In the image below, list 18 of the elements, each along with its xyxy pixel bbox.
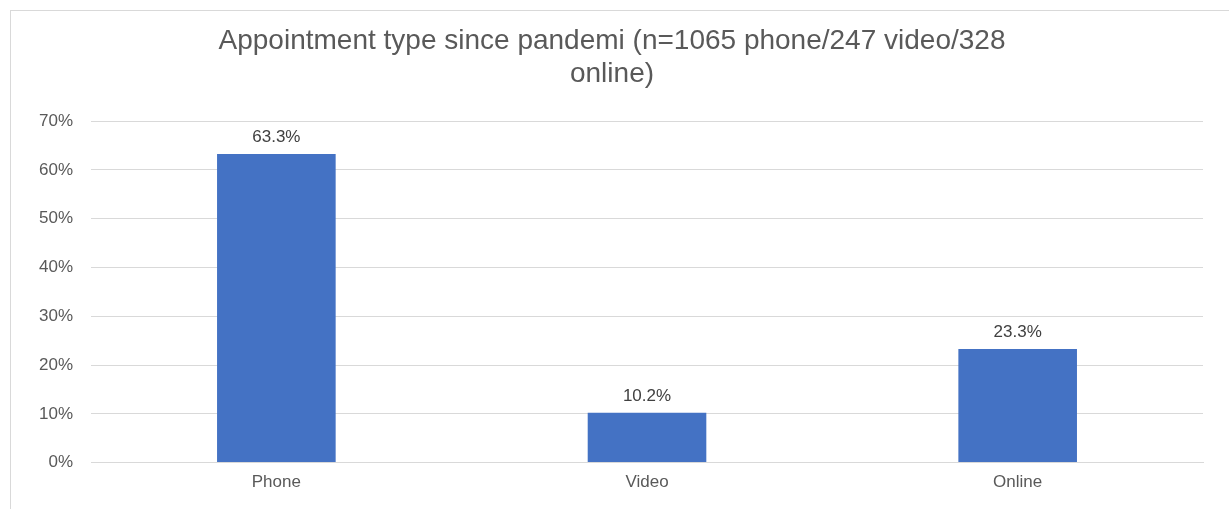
bar [958, 348, 1077, 463]
x-tick-label: Phone [251, 472, 301, 492]
bar [587, 412, 707, 463]
x-tick-label: Online [993, 472, 1043, 492]
y-tick-label: 0% [48, 452, 74, 472]
x-tick-label: Video [625, 472, 669, 492]
y-tick-label: 20% [38, 354, 74, 374]
y-tick-label: 50% [38, 208, 74, 228]
bar [217, 153, 336, 463]
data-label: 10.2% [622, 386, 672, 406]
y-tick-label: 40% [38, 257, 74, 277]
y-tick-label: 30% [38, 305, 74, 325]
y-tick-label: 70% [38, 110, 74, 130]
y-tick-label: 60% [38, 159, 74, 179]
chart-title: Appointment type since pandemi (n=1065 phone/247 video/328 online) [218, 23, 1006, 89]
data-label: 63.3% [252, 127, 301, 147]
y-tick-label: 10% [38, 403, 74, 423]
data-label: 23.3% [993, 322, 1042, 342]
